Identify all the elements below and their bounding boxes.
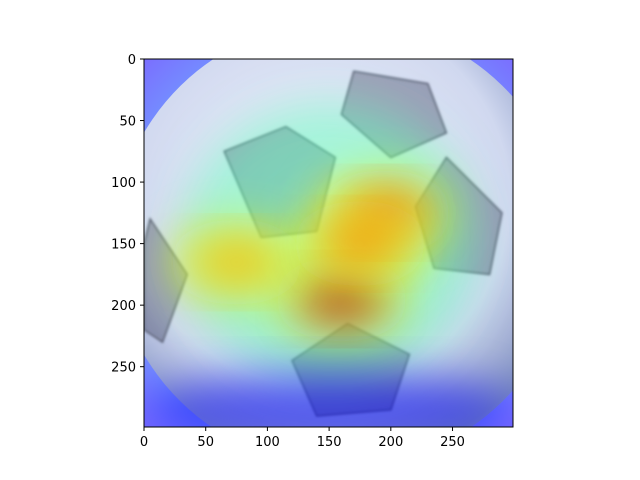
heat-cool xyxy=(144,372,513,427)
y-tick-label: 0 xyxy=(128,53,136,68)
y-axis: 0 50 100 150 200 250 xyxy=(111,53,144,376)
axes-frame xyxy=(143,58,514,428)
y-tick-label: 200 xyxy=(111,299,136,314)
x-axis: 0 50 100 150 200 250 xyxy=(140,427,465,450)
x-tick-label: 200 xyxy=(378,435,403,450)
x-tick-label: 250 xyxy=(440,435,465,450)
y-tick-label: 250 xyxy=(111,361,136,376)
x-tick-label: 50 xyxy=(197,435,214,450)
heat-hotspot xyxy=(316,219,404,269)
x-tick-label: 0 xyxy=(140,435,148,450)
heat-hotspot xyxy=(193,237,280,287)
heat-hotspot xyxy=(298,274,385,324)
heat-overlay xyxy=(144,102,513,427)
x-tick-label: 150 xyxy=(317,435,342,450)
heatmap-image xyxy=(144,59,513,427)
x-tick-label: 100 xyxy=(255,435,280,450)
y-tick-label: 100 xyxy=(111,176,136,191)
y-tick-label: 150 xyxy=(111,238,136,253)
y-tick-label: 50 xyxy=(119,115,136,130)
